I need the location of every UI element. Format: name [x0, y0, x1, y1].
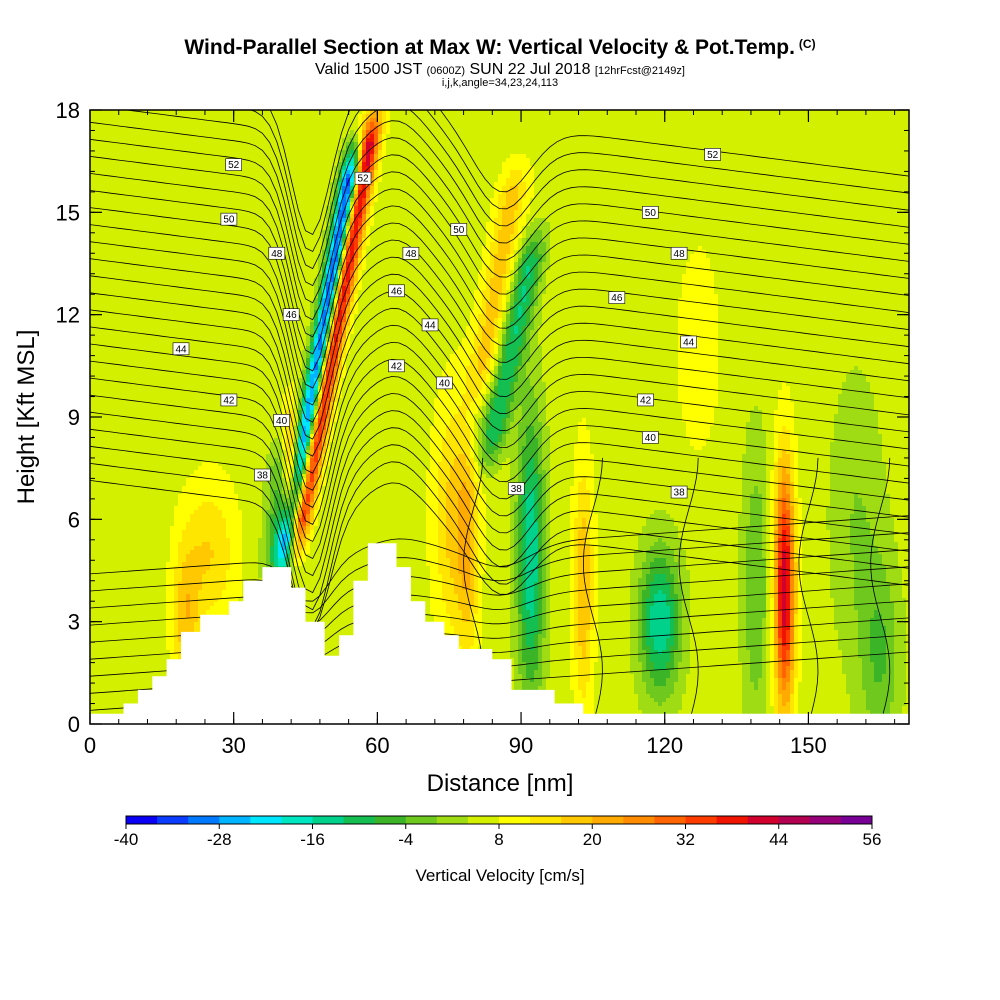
colorbar: -40 -28 -16 -4 8 20 32 44 56 — [114, 816, 882, 849]
y-tick-label: 18 — [56, 98, 80, 123]
contour-label: 50 — [221, 213, 237, 226]
colorbar-swatch — [654, 816, 686, 824]
y-tick-label: 15 — [56, 200, 80, 225]
colorbar-swatch — [250, 816, 281, 824]
colorbar-swatch — [623, 816, 655, 824]
cross-section-chart: 52 52 52 50 50 50 48 48 48 46 46 46 44 44 44 42 42 42 40 40… — [0, 0, 1000, 1000]
colorbar-swatch — [499, 816, 531, 824]
y-tick-label: 6 — [68, 507, 80, 532]
colorbar-swatch — [810, 816, 842, 824]
colorbar-tick-label: -40 — [114, 830, 139, 849]
x-tick-label: 90 — [509, 733, 533, 758]
contour-label: 48 — [403, 247, 419, 260]
contour-label: 48 — [269, 247, 285, 260]
contour-label: 46 — [283, 309, 299, 322]
colorbar-swatch — [468, 816, 500, 824]
colorbar-swatch — [188, 816, 220, 824]
contour-label: 52 — [226, 159, 242, 172]
contour-label: 42 — [389, 360, 405, 373]
y-tick-label: 0 — [68, 712, 80, 737]
colorbar-tick-label: 56 — [863, 830, 882, 849]
colorbar-swatch — [219, 816, 251, 824]
contour-label: 38 — [508, 483, 524, 496]
contour-label: 40 — [436, 377, 452, 390]
contour-label: 40 — [274, 414, 290, 427]
contour-label: 52 — [355, 172, 371, 185]
x-tick-label: 0 — [84, 733, 96, 758]
colorbar-title: Vertical Velocity [cm/s] — [415, 866, 584, 885]
y-tick-label: 9 — [68, 405, 80, 430]
colorbar-swatch — [344, 816, 376, 824]
colorbar-swatch — [126, 816, 158, 824]
y-tick-label: 12 — [56, 303, 80, 328]
contour-label: 50 — [642, 206, 658, 219]
colorbar-tick-label: 32 — [676, 830, 695, 849]
x-tick-label: 150 — [790, 733, 827, 758]
colorbar-swatch — [157, 816, 189, 824]
colorbar-swatch — [375, 816, 407, 824]
colorbar-swatch — [717, 816, 749, 824]
colorbar-tick-label: -4 — [398, 830, 413, 849]
y-tick-label: 3 — [68, 610, 80, 635]
contour-label: 38 — [254, 469, 270, 482]
contour-label: 42 — [221, 394, 237, 407]
contour-label: 42 — [638, 394, 654, 407]
x-axis-title: Distance [nm] — [427, 770, 574, 797]
contour-label: 44 — [173, 343, 189, 356]
colorbar-swatch — [313, 816, 345, 824]
x-tick-label: 120 — [646, 733, 683, 758]
colorbar-swatch — [406, 816, 438, 824]
contour-label: 38 — [671, 486, 687, 499]
x-tick-label: 60 — [365, 733, 389, 758]
colorbar-swatch — [592, 816, 624, 824]
contour-label: 52 — [705, 148, 721, 161]
x-tick-label: 30 — [221, 733, 245, 758]
colorbar-swatch — [748, 816, 780, 824]
contour-label: 50 — [451, 223, 467, 236]
colorbar-swatch — [530, 816, 562, 824]
colorbar-tick-label: -28 — [207, 830, 232, 849]
colorbar-swatch — [686, 816, 718, 824]
contour-label: 46 — [389, 285, 405, 298]
colorbar-tick-label: 44 — [769, 830, 788, 849]
contour-label: 46 — [609, 292, 625, 305]
colorbar-swatch — [561, 816, 593, 824]
contour-label: 44 — [422, 319, 438, 332]
colorbar-swatch — [281, 816, 313, 824]
y-axis-title: Height [Kft MSL] — [13, 330, 40, 505]
colorbar-swatch — [437, 816, 469, 824]
colorbar-swatch — [779, 816, 811, 824]
contour-label: 40 — [642, 431, 658, 444]
colorbar-tick-label: -16 — [300, 830, 325, 849]
colorbar-tick-label: 8 — [494, 830, 503, 849]
colorbar-tick-label: 20 — [583, 830, 602, 849]
colorbar-swatch — [841, 816, 873, 824]
contour-label: 44 — [681, 336, 697, 349]
contour-label: 48 — [671, 247, 687, 260]
